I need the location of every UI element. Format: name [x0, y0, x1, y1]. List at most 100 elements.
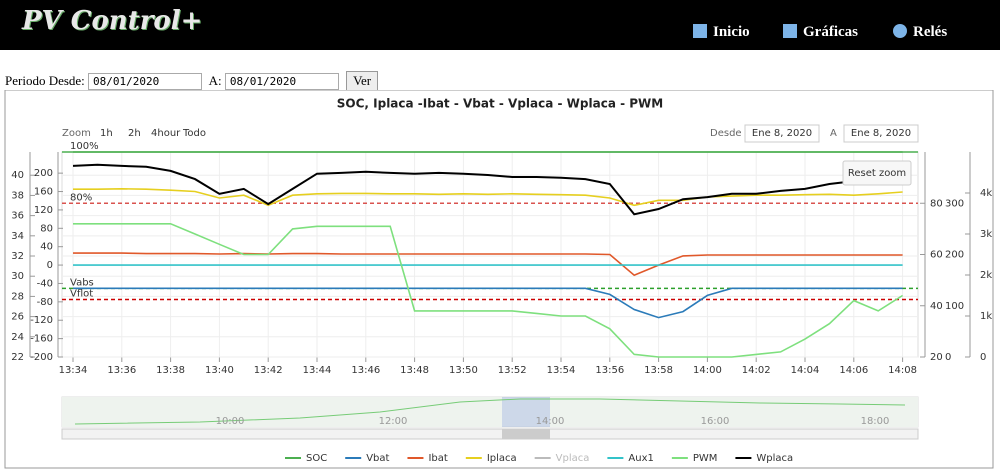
- period-form: Periodo Desde: 08/01/2020 A: 08/01/2020 …: [5, 71, 379, 91]
- y-tick-label: -80: [37, 297, 53, 308]
- range-to-input[interactable]: Ene 8, 2020: [851, 128, 911, 139]
- y-tick-label: 2k: [980, 270, 992, 281]
- legend-label[interactable]: PWM: [693, 453, 718, 464]
- legend-label[interactable]: Vplaca: [556, 453, 590, 464]
- x-tick-label: 13:52: [498, 365, 527, 376]
- x-tick-label: 13:42: [254, 365, 283, 376]
- x-tick-label: 14:06: [839, 365, 868, 376]
- y-tick-label: 30: [11, 271, 24, 282]
- y-tick-label: 40: [40, 242, 53, 253]
- range-from-box[interactable]: [744, 124, 820, 143]
- y-tick-label: 38: [11, 190, 24, 201]
- navigator-tick-label: 14:00: [536, 416, 565, 427]
- x-tick-label: 14:04: [791, 365, 820, 376]
- y-tick-label: 0: [945, 352, 951, 363]
- y-tick-label: 28: [11, 291, 24, 302]
- y-tick-label: 20: [930, 352, 943, 363]
- y-tick-label: 40: [930, 301, 943, 312]
- range-to-box[interactable]: [843, 124, 919, 143]
- x-tick-label: 13:54: [547, 365, 576, 376]
- header: PV Control+ Inicio Gráficas Relés: [0, 0, 1000, 50]
- chart-title: SOC, Iplaca -Ibat - Vbat - Vplaca - Wpla…: [337, 97, 663, 111]
- x-tick-label: 13:46: [351, 365, 380, 376]
- from-input[interactable]: 08/01/2020: [88, 73, 203, 90]
- zoom-button[interactable]: 4hour: [151, 128, 181, 139]
- x-tick-label: 14:02: [742, 365, 771, 376]
- y-tick-label: 3k: [980, 229, 992, 240]
- y-tick-label: 80: [40, 223, 53, 234]
- submit-button[interactable]: Ver: [346, 71, 379, 91]
- navigator-tick-label: 18:00: [861, 416, 890, 427]
- legend-label[interactable]: Vbat: [366, 453, 389, 464]
- y-tick-label: 60: [930, 250, 943, 261]
- reset-zoom-button[interactable]: [842, 160, 912, 186]
- x-tick-label: 13:48: [400, 365, 429, 376]
- to-label: A:: [208, 73, 222, 88]
- y-tick-label: -200: [30, 352, 53, 363]
- plot-line-label: Vabs: [70, 277, 94, 288]
- legend-label[interactable]: Wplaca: [756, 453, 793, 464]
- y-tick-label: 200: [945, 250, 964, 261]
- range-from-input[interactable]: Ene 8, 2020: [752, 128, 812, 139]
- y-tick-label: 300: [945, 198, 964, 209]
- series-line: [73, 223, 904, 358]
- y-tick-label: 160: [34, 187, 53, 198]
- y-tick-label: -40: [37, 278, 53, 289]
- navigator-mask: [62, 397, 502, 427]
- series-line: [73, 252, 903, 277]
- zoom-button[interactable]: Todo: [182, 128, 206, 139]
- y-tick-label: 40: [11, 170, 24, 181]
- range-from-label: Desde: [710, 128, 742, 139]
- y-tick-label: 24: [11, 332, 24, 343]
- zoom-button[interactable]: 2h: [128, 128, 141, 139]
- plot-line-label: Vflot: [70, 288, 93, 299]
- y-tick-label: -120: [30, 315, 53, 326]
- y-tick-label: 22: [11, 352, 24, 363]
- x-tick-label: 14:08: [888, 365, 917, 376]
- x-tick-label: 13:50: [449, 365, 478, 376]
- series-line: [72, 163, 903, 216]
- nav-label[interactable]: Gráficas: [803, 24, 858, 40]
- navigator-scroll-thumb[interactable]: [502, 429, 550, 439]
- navigator-tick-label: 16:00: [701, 416, 730, 427]
- y-tick-label: 34: [11, 231, 24, 242]
- series-line: [73, 187, 903, 207]
- y-tick-label: 26: [11, 312, 24, 323]
- y-tick-label: 36: [11, 211, 24, 222]
- to-input[interactable]: 08/01/2020: [224, 73, 339, 90]
- legend-label[interactable]: SOC: [306, 453, 327, 464]
- legend-label[interactable]: Aux1: [628, 453, 653, 464]
- nav-inicio[interactable]: Inicio: [693, 24, 750, 41]
- plot-line-label: 100%: [70, 141, 99, 152]
- navigator-scrollbar[interactable]: [61, 428, 919, 440]
- x-tick-label: 13:56: [595, 365, 624, 376]
- y-tick-label: 1k: [980, 311, 992, 322]
- chart: SOC, Iplaca -Ibat - Vbat - Vplaca - Wpla…: [4, 90, 994, 469]
- navigator-selection[interactable]: [502, 397, 550, 427]
- legend-label[interactable]: Ibat: [428, 453, 447, 464]
- chart-root: SOC, Iplaca -Ibat - Vbat - Vplaca - Wpla…: [4, 90, 994, 469]
- x-tick-label: 14:00: [693, 365, 722, 376]
- series-line: [73, 287, 903, 319]
- x-tick-label: 13:40: [205, 365, 234, 376]
- plot: 13:34 13:36 13:38 13:40 13:42 13:44 13:46 13:48…: [11, 141, 992, 376]
- nav-label[interactable]: Inicio: [713, 24, 750, 40]
- legend: SOC Vbat Ibat Iplaca Vplaca Aux1 PWM Wplaca: [285, 453, 793, 464]
- y-tick-label: 80: [930, 198, 943, 209]
- nav-graficas[interactable]: Gráficas: [783, 24, 858, 41]
- logo[interactable]: PV Control+: [22, 6, 203, 36]
- x-tick-label: 13:34: [59, 365, 88, 376]
- from-label: Periodo Desde:: [5, 73, 85, 88]
- reset-zoom-label[interactable]: Reset zoom: [848, 168, 906, 179]
- y-tick-label: 4k: [980, 188, 992, 199]
- nav-reles[interactable]: Relés: [893, 24, 947, 41]
- zoom-button[interactable]: 1h: [100, 128, 113, 139]
- legend-label[interactable]: Iplaca: [487, 453, 517, 464]
- y-tick-label: -160: [30, 334, 53, 345]
- y-tick-label: 200: [34, 168, 53, 179]
- y-tick-label: 0: [47, 260, 53, 271]
- nav-label[interactable]: Relés: [913, 24, 948, 40]
- x-tick-label: 13:36: [107, 365, 136, 376]
- navigator-tick-label: 12:00: [379, 416, 408, 427]
